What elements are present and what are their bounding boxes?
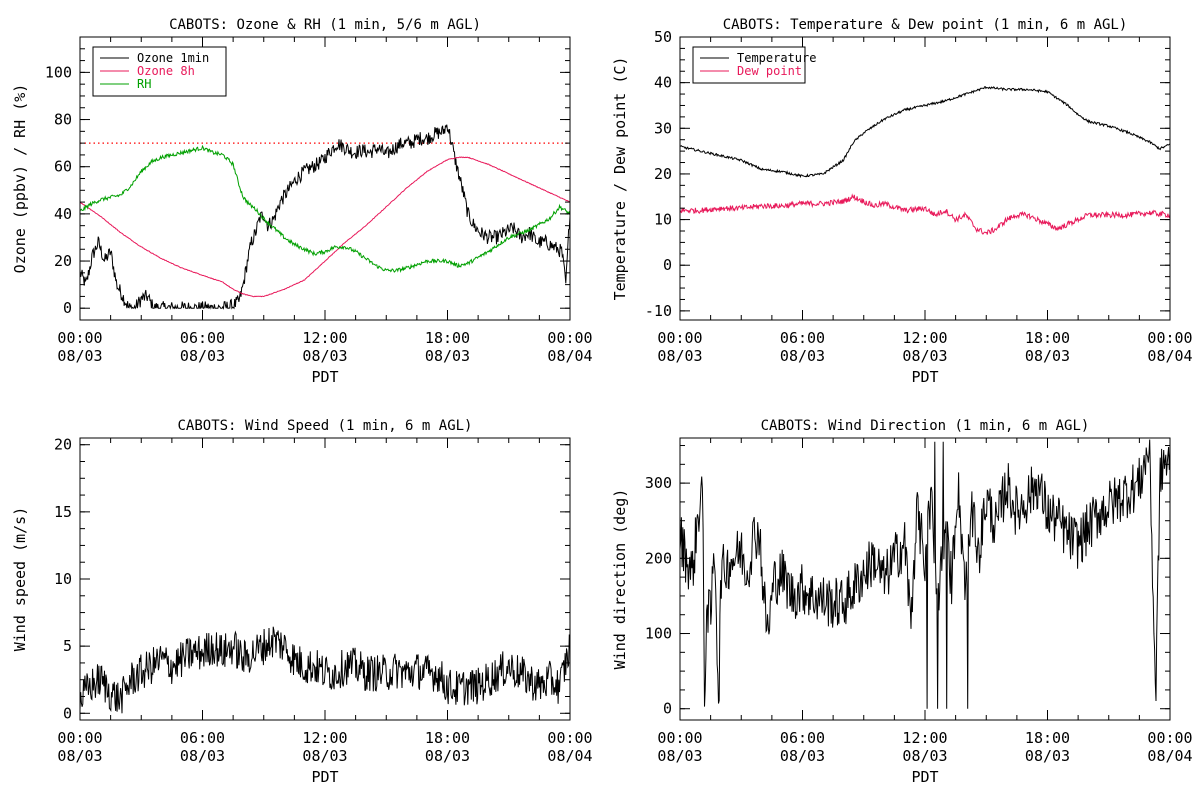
x-tick-label: 08/03 — [57, 747, 102, 765]
legend-label: Ozone 1min — [137, 51, 209, 65]
x-tick-label: 08/03 — [902, 747, 947, 765]
x-tick-label: 00:00 — [547, 729, 592, 747]
x-tick-label: 08/03 — [657, 347, 702, 365]
y-tick-label: 10 — [654, 211, 672, 229]
series-line-0 — [680, 439, 1170, 709]
series-line-0 — [80, 626, 570, 714]
y-axis-label: Ozone (ppbv) / RH (%) — [11, 84, 29, 274]
x-tick-label: 08/03 — [57, 347, 102, 365]
x-tick-label: 12:00 — [902, 329, 947, 347]
x-tick-label: 06:00 — [780, 329, 825, 347]
x-tick-label: 06:00 — [780, 729, 825, 747]
series-line-2 — [80, 144, 570, 274]
x-tick-label: 08/03 — [780, 347, 825, 365]
legend-label: Temperature — [737, 51, 816, 65]
y-tick-label: 100 — [645, 625, 672, 643]
y-tick-label: 0 — [63, 704, 72, 722]
y-tick-label: -10 — [645, 302, 672, 320]
y-tick-label: 20 — [54, 436, 72, 454]
y-tick-label: 300 — [645, 474, 672, 492]
y-tick-label: 200 — [645, 549, 672, 567]
y-tick-label: 60 — [54, 158, 72, 176]
x-tick-label: 08/03 — [902, 347, 947, 365]
wind-speed-panel: CABOTS: Wind Speed (1 min, 6 m AGL) 0 5 10 1… — [11, 418, 593, 786]
y-tick-label: 0 — [63, 299, 72, 317]
x-tick-label: 08/03 — [302, 347, 347, 365]
x-tick-label: 00:00 — [57, 729, 102, 747]
x-tick-label: 08/03 — [180, 347, 225, 365]
x-tick-label: 08/04 — [547, 347, 592, 365]
y-axis-label: Wind speed (m/s) — [11, 507, 29, 652]
legend-box — [692, 46, 806, 84]
x-tick-label: 06:00 — [180, 729, 225, 747]
y-tick-label: 10 — [54, 570, 72, 588]
series-line-0 — [80, 124, 570, 310]
y-axis-label: Temperature / Dew point (C) — [611, 57, 629, 301]
y-tick-label: 50 — [654, 28, 672, 46]
y-tick-label: 0 — [663, 700, 672, 718]
x-tick-label: 00:00 — [547, 329, 592, 347]
x-tick-label: 00:00 — [1147, 329, 1192, 347]
y-tick-label: 5 — [63, 637, 72, 655]
y-tick-label: 100 — [45, 63, 72, 81]
series-line-0 — [680, 85, 1170, 179]
x-tick-label: 08/03 — [1025, 347, 1070, 365]
legend-label: Ozone 8h — [137, 64, 195, 78]
y-tick-label: 40 — [54, 205, 72, 223]
x-axis-label: PDT — [911, 768, 938, 786]
x-tick-label: 08/03 — [302, 747, 347, 765]
x-tick-label: 18:00 — [425, 729, 470, 747]
x-tick-label: 18:00 — [425, 329, 470, 347]
x-tick-label: 06:00 — [180, 329, 225, 347]
series-line-1 — [680, 193, 1170, 235]
y-tick-label: 20 — [654, 165, 672, 183]
y-tick-label: 20 — [54, 252, 72, 270]
x-tick-label: 12:00 — [302, 729, 347, 747]
y-tick-label: 80 — [54, 111, 72, 129]
x-tick-label: 00:00 — [1147, 729, 1192, 747]
y-tick-label: 0 — [663, 256, 672, 274]
x-tick-label: 08/04 — [547, 747, 592, 765]
x-tick-label: 18:00 — [1025, 329, 1070, 347]
y-tick-label: 40 — [654, 74, 672, 92]
x-axis-label: PDT — [311, 368, 338, 386]
y-axis-label: Wind direction (deg) — [611, 489, 629, 670]
x-tick-label: 12:00 — [302, 329, 347, 347]
temperature-dewpoint-panel: CABOTS: Temperature & Dew point (1 min, … — [611, 17, 1193, 386]
x-tick-label: 18:00 — [1025, 729, 1070, 747]
x-tick-label: 00:00 — [657, 729, 702, 747]
series-line-1 — [80, 156, 570, 298]
x-axis-label: PDT — [911, 368, 938, 386]
x-tick-label: 08/03 — [1025, 747, 1070, 765]
y-tick-label: 15 — [54, 503, 72, 521]
x-tick-label: 00:00 — [657, 329, 702, 347]
legend-label: Dew point — [737, 64, 802, 78]
legend-label: RH — [137, 77, 151, 91]
ozone-rh-panel: CABOTS: Ozone & RH (1 min, 5/6 m AGL) 0 20… — [11, 17, 593, 386]
x-tick-label: 08/03 — [780, 747, 825, 765]
chart-title: CABOTS: Wind Direction (1 min, 6 m AGL) — [761, 418, 1090, 434]
x-axis-label: PDT — [311, 768, 338, 786]
x-tick-label: 08/03 — [180, 747, 225, 765]
y-tick-label: 30 — [654, 119, 672, 137]
chart-title: CABOTS: Ozone & RH (1 min, 5/6 m AGL) — [169, 17, 481, 33]
x-tick-label: 08/03 — [425, 747, 470, 765]
wind-direction-panel: CABOTS: Wind Direction (1 min, 6 m AGL) 0… — [611, 418, 1193, 786]
chart-title: CABOTS: Wind Speed (1 min, 6 m AGL) — [177, 418, 472, 434]
x-tick-label: 08/04 — [1147, 747, 1192, 765]
x-tick-label: 08/04 — [1147, 347, 1192, 365]
x-tick-label: 00:00 — [57, 329, 102, 347]
chart-title: CABOTS: Temperature & Dew point (1 min, … — [723, 17, 1128, 33]
x-tick-label: 08/03 — [425, 347, 470, 365]
x-tick-label: 12:00 — [902, 729, 947, 747]
x-tick-label: 08/03 — [657, 747, 702, 765]
